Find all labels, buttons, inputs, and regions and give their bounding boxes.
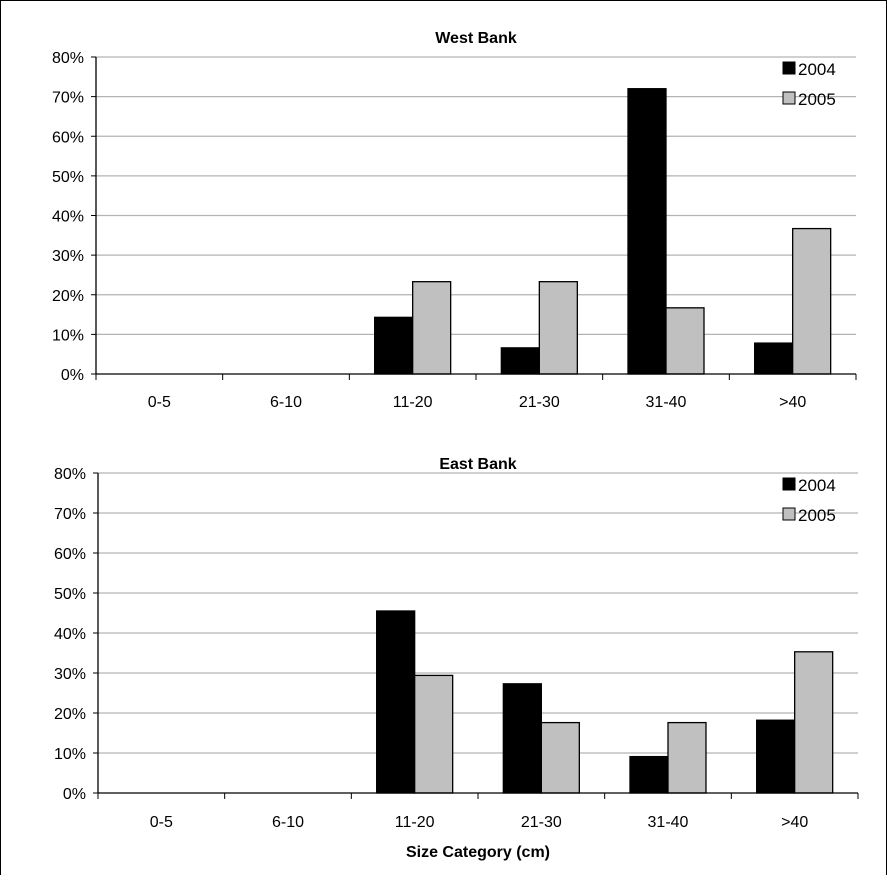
west-bank-bar-2004-3: [500, 347, 540, 375]
west-bank-x-tick-label: 21-30: [519, 394, 560, 411]
east-bank-x-axis-label: Size Category (cm): [406, 844, 550, 861]
east-bank-y-tick-label: 70%: [54, 506, 86, 523]
west-bank-bar-2004-2: [374, 316, 414, 375]
east-bank-bar-2005-5: [794, 651, 834, 794]
east-bank-bar-2004-5: [756, 719, 796, 794]
west-bank-x-tick-label: 31-40: [646, 394, 687, 411]
west-bank-bar-2005-3: [538, 281, 578, 375]
west-bank-y-tick-label: 60%: [52, 129, 84, 146]
west-bank-legend-swatch-2004: [782, 61, 796, 75]
east-bank-y-tick-label: 60%: [54, 546, 86, 563]
west-bank-x-tick-label: 11-20: [393, 394, 433, 411]
west-bank-legend-swatch-2005: [782, 91, 796, 105]
west-bank-bar-2004-4: [627, 88, 667, 375]
west-bank-y-tick-label: 0%: [61, 367, 84, 384]
east-bank-legend-label-2005: 2005: [798, 506, 836, 525]
west-bank-y-tick-label: 80%: [52, 50, 84, 67]
east-bank-legend-swatch-2004: [782, 477, 796, 491]
east-bank-bar-2004-4: [629, 755, 669, 794]
west-bank-y-tick-label: 40%: [52, 209, 84, 226]
east-bank-y-tick-label: 40%: [54, 626, 86, 643]
west-bank-bar-2005-4: [665, 307, 705, 375]
west-bank-bar-2005-5: [792, 227, 832, 375]
east-bank-legend-label-2004: 2004: [798, 476, 836, 495]
east-bank-bar-2005-2: [414, 674, 454, 794]
east-bank-x-tick-label: 21-30: [521, 814, 562, 831]
west-bank-legend-label-2004: 2004: [798, 60, 836, 79]
west-bank-legend-label-2005: 2005: [798, 90, 836, 109]
east-bank-x-tick-label: 31-40: [648, 814, 689, 831]
east-bank-y-tick-label: 50%: [54, 586, 86, 603]
west-bank-bar-2004-5: [754, 342, 794, 375]
west-bank-x-tick-label: >40: [779, 394, 806, 411]
west-bank-y-tick-label: 10%: [52, 327, 84, 344]
west-bank-y-tick-label: 50%: [52, 169, 84, 186]
west-bank-bar-2005-2: [412, 281, 452, 375]
east-bank-x-tick-label: 0-5: [150, 814, 173, 831]
west-bank-y-tick-label: 70%: [52, 90, 84, 107]
east-bank-x-tick-label: >40: [781, 814, 808, 831]
east-bank-x-tick-label: 11-20: [395, 814, 435, 831]
west-bank-y-tick-label: 20%: [52, 288, 84, 305]
west-bank-y-tick-label: 30%: [52, 248, 84, 265]
east-bank-y-tick-label: 0%: [63, 786, 86, 803]
west-bank-chart-title: West Bank: [435, 30, 517, 47]
west-bank-x-tick-label: 6-10: [270, 394, 302, 411]
east-bank-y-tick-label: 10%: [54, 746, 86, 763]
east-bank-bar-2005-3: [540, 721, 580, 794]
east-bank-bar-2004-3: [502, 683, 542, 794]
east-bank-bar-2004-2: [376, 610, 416, 794]
east-bank-y-tick-label: 80%: [54, 466, 86, 483]
west-bank-x-tick-label: 0-5: [148, 394, 171, 411]
east-bank-legend-swatch-2005: [782, 507, 796, 521]
east-bank-y-tick-label: 20%: [54, 706, 86, 723]
east-bank-chart-title: East Bank: [439, 456, 516, 473]
east-bank-x-tick-label: 6-10: [272, 814, 304, 831]
east-bank-bar-2005-4: [667, 721, 707, 794]
east-bank-y-tick-label: 30%: [54, 666, 86, 683]
